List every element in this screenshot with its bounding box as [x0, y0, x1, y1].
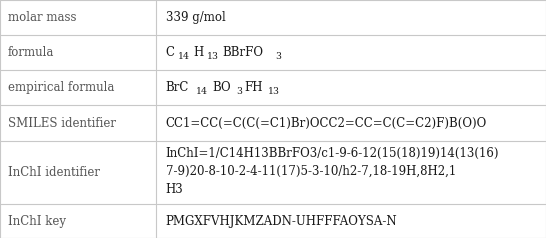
Text: 13: 13: [207, 52, 219, 61]
Text: PMGXFVHJKMZADN-UHFFFAOYSA-N: PMGXFVHJKMZADN-UHFFFAOYSA-N: [165, 215, 397, 228]
Text: InChI key: InChI key: [8, 215, 66, 228]
Text: 3: 3: [236, 87, 242, 96]
Text: FH: FH: [244, 81, 263, 94]
Text: InChI=1/C14H13BBrFO3/c1-9-6-12(15(18)19)14(13(16): InChI=1/C14H13BBrFO3/c1-9-6-12(15(18)19)…: [165, 147, 499, 160]
Text: molar mass: molar mass: [8, 11, 76, 24]
Text: empirical formula: empirical formula: [8, 81, 114, 94]
Text: H3: H3: [165, 183, 183, 196]
Text: 14: 14: [177, 52, 189, 61]
Text: formula: formula: [8, 46, 55, 59]
Text: 13: 13: [268, 87, 280, 96]
Text: 7-9)20-8-10-2-4-11(17)5-3-10/h2-7,18-19H,8H2,1: 7-9)20-8-10-2-4-11(17)5-3-10/h2-7,18-19H…: [165, 165, 456, 178]
Text: CC1=CC(=C(C(=C1)Br)OCC2=CC=C(C=C2)F)B(O)O: CC1=CC(=C(C(=C1)Br)OCC2=CC=C(C=C2)F)B(O)…: [165, 117, 487, 129]
Text: 14: 14: [196, 87, 208, 96]
Text: C: C: [165, 46, 175, 59]
Text: SMILES identifier: SMILES identifier: [8, 117, 116, 129]
Text: BBrFO: BBrFO: [222, 46, 264, 59]
Text: BO: BO: [212, 81, 230, 94]
Text: H: H: [193, 46, 204, 59]
Text: 3: 3: [276, 52, 282, 61]
Text: BrC: BrC: [165, 81, 189, 94]
Text: InChI identifier: InChI identifier: [8, 166, 100, 179]
Text: 339 g/mol: 339 g/mol: [165, 11, 225, 24]
